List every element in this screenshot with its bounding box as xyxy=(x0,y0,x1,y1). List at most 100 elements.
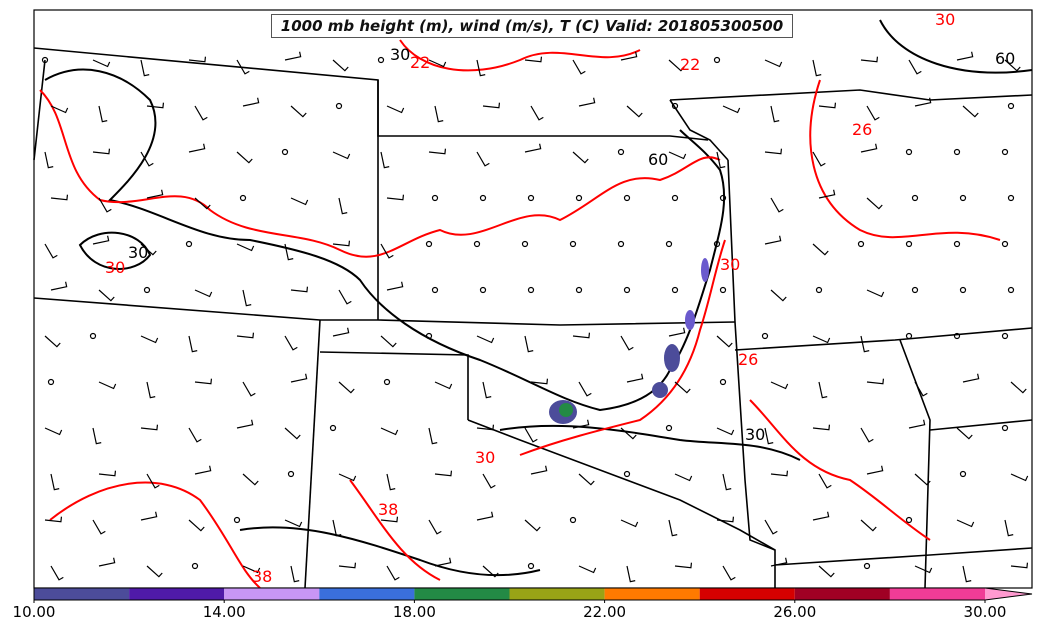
temp-contour-22 xyxy=(399,39,641,72)
wind-barb xyxy=(332,151,351,160)
wind-barb xyxy=(722,565,736,581)
calm-wind-circle xyxy=(959,470,967,478)
wind-barb xyxy=(764,235,782,245)
wind-barb xyxy=(194,289,213,298)
wind-barb xyxy=(572,332,591,339)
wind-barb xyxy=(386,473,396,491)
wind-barb xyxy=(578,97,596,107)
wind-barb xyxy=(578,381,592,397)
calm-wind-circle xyxy=(377,56,385,64)
wind-barb xyxy=(188,335,198,353)
wind-barb xyxy=(764,59,783,68)
wind-barb xyxy=(386,105,405,114)
calm-wind-circle xyxy=(665,424,673,432)
wind-barb xyxy=(956,427,973,440)
wind-barb xyxy=(194,105,208,121)
wind-barb xyxy=(146,189,164,199)
calm-wind-circle xyxy=(623,470,631,478)
calm-wind-circle xyxy=(953,332,961,340)
wind-barb xyxy=(146,473,160,489)
colorbar-bin xyxy=(224,588,320,600)
calm-wind-circle xyxy=(239,194,247,202)
wind-barb xyxy=(530,378,549,385)
precip-cell xyxy=(652,382,668,398)
calm-wind-circle xyxy=(857,240,865,248)
wind-barb xyxy=(98,105,108,123)
wind-barb xyxy=(818,102,837,109)
wind-barb xyxy=(620,335,634,351)
wind-barb xyxy=(962,565,972,583)
wind-barb xyxy=(98,470,117,477)
calm-wind-circle xyxy=(143,286,151,294)
map-frame xyxy=(33,9,1033,589)
height-contour-closed xyxy=(78,231,152,270)
wind-barb xyxy=(716,335,733,348)
calm-wind-circle xyxy=(953,148,961,156)
wind-barb xyxy=(338,381,355,394)
wind-barb xyxy=(92,148,111,155)
wind-barb xyxy=(482,102,501,109)
colorbar-bin xyxy=(889,588,985,600)
calm-wind-circle xyxy=(473,240,481,248)
wind-barb xyxy=(290,197,309,206)
wind-barb xyxy=(242,473,259,486)
calm-wind-circle xyxy=(287,470,295,478)
precip-cell xyxy=(701,258,709,282)
height-contour-label: 30 xyxy=(128,243,148,262)
wind-barb xyxy=(434,557,452,567)
nm-west-border xyxy=(304,319,321,589)
wind-barb xyxy=(674,473,693,482)
wind-barb xyxy=(764,519,778,535)
wind-barb xyxy=(98,289,115,302)
colorbar-bin xyxy=(129,588,225,600)
calm-wind-circle xyxy=(953,240,961,248)
wind-barb xyxy=(188,143,206,153)
wind-barb xyxy=(626,105,643,118)
wind-barb xyxy=(818,189,836,199)
calm-wind-circle xyxy=(713,56,721,64)
temp-contour-label: 30 xyxy=(720,255,740,274)
calm-wind-circle xyxy=(575,194,583,202)
wind-barb xyxy=(284,427,301,440)
calm-wind-circle xyxy=(383,378,391,386)
colorbar-extend-arrow xyxy=(985,588,1032,600)
wind-barb xyxy=(524,335,534,353)
calm-wind-circle xyxy=(527,286,535,294)
temp-contour-30 xyxy=(519,239,726,456)
wind-barb xyxy=(146,102,165,109)
height-contour-label: 30 xyxy=(390,45,410,64)
wind-barb xyxy=(812,511,830,521)
calm-wind-circle xyxy=(191,562,199,570)
wind-barb xyxy=(332,519,342,537)
wind-barb xyxy=(482,565,499,578)
wind-barb xyxy=(386,194,405,201)
wind-barb xyxy=(716,516,735,523)
calm-wind-circle xyxy=(47,378,55,386)
wind-barb xyxy=(722,105,741,114)
height-contour-label: 60 xyxy=(995,49,1015,68)
colorbar-tick-label: 26.00 xyxy=(773,603,817,621)
wind-barb xyxy=(476,424,495,431)
wind-barb xyxy=(524,143,542,153)
calm-wind-circle xyxy=(959,194,967,202)
wind-barb xyxy=(914,565,933,574)
wind-barb xyxy=(860,56,879,63)
wind-barb xyxy=(50,565,64,581)
calm-wind-circle xyxy=(623,286,631,294)
height-contour-60 xyxy=(879,19,1033,74)
wind-barb xyxy=(338,562,357,569)
calm-wind-circle xyxy=(335,102,343,110)
wind-barb xyxy=(140,151,154,167)
wind-barb xyxy=(332,59,349,72)
wind-barb xyxy=(290,286,309,293)
temp-contour-label: 22 xyxy=(680,55,700,74)
wind-barb xyxy=(50,281,68,291)
wind-barb xyxy=(50,105,69,114)
calm-wind-circle xyxy=(1001,240,1009,248)
wind-barb xyxy=(338,289,352,305)
wind-barb xyxy=(380,335,397,348)
precip-core-inner xyxy=(559,403,573,417)
calm-wind-circle xyxy=(671,194,679,202)
wind-barb xyxy=(914,97,932,107)
colorbar-tick-label: 22.00 xyxy=(583,603,627,621)
